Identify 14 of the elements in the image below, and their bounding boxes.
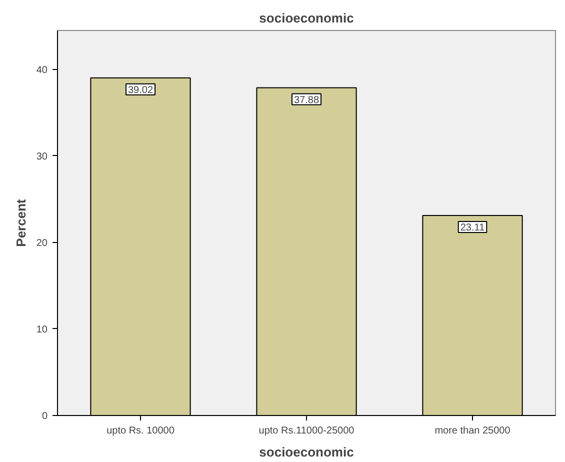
y-tick-label: 0 (42, 411, 48, 422)
y-axis-title: Percent (13, 198, 28, 247)
y-tick-label: 10 (36, 324, 48, 336)
y-tick-label: 30 (36, 151, 48, 162)
y-tick-label: 20 (36, 238, 48, 249)
data-label: 23.11 (460, 222, 486, 234)
data-label: 39.02 (128, 84, 154, 96)
chart-title: socioeconomic (259, 10, 354, 26)
x-tick-label: upto Rs. 10000 (106, 426, 175, 436)
y-tick-label: 40 (36, 64, 48, 76)
data-label: 37.88 (294, 94, 320, 106)
x-tick-label: upto Rs.11000-25000 (258, 426, 355, 436)
x-axis-title: socioeconomic (259, 444, 354, 460)
x-tick-label: more than 25000 (434, 426, 511, 436)
